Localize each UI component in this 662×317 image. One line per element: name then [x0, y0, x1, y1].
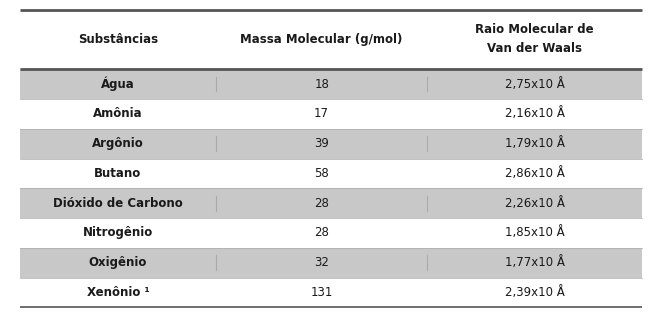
Text: Butano: Butano: [94, 167, 142, 180]
Text: Amônia: Amônia: [93, 107, 143, 120]
Bar: [20, 129, 642, 158]
Text: Nitrogênio: Nitrogênio: [83, 226, 153, 240]
Text: 131: 131: [310, 286, 333, 299]
Text: 1,85x10 Å: 1,85x10 Å: [505, 226, 565, 240]
Text: 28: 28: [314, 226, 329, 240]
Text: 28: 28: [314, 197, 329, 210]
Bar: [20, 158, 642, 188]
Text: Oxigênio: Oxigênio: [89, 256, 147, 269]
Text: Massa Molecular (g/mol): Massa Molecular (g/mol): [240, 33, 403, 46]
Bar: [20, 188, 642, 218]
Bar: [20, 278, 642, 307]
Text: 32: 32: [314, 256, 329, 269]
Text: 1,77x10 Å: 1,77x10 Å: [505, 256, 565, 269]
Bar: [20, 69, 642, 99]
Text: 39: 39: [314, 137, 329, 150]
Text: 2,16x10 Å: 2,16x10 Å: [505, 107, 565, 120]
Text: 2,26x10 Å: 2,26x10 Å: [505, 197, 565, 210]
Text: Xenônio ¹: Xenônio ¹: [87, 286, 149, 299]
Text: Dióxido de Carbono: Dióxido de Carbono: [53, 197, 183, 210]
Text: Água: Água: [101, 77, 135, 91]
Bar: [20, 99, 642, 129]
Text: 2,75x10 Å: 2,75x10 Å: [505, 77, 565, 91]
Bar: [20, 218, 642, 248]
Text: 2,86x10 Å: 2,86x10 Å: [505, 167, 565, 180]
Bar: [20, 10, 642, 69]
Text: 58: 58: [314, 167, 329, 180]
Bar: [20, 248, 642, 278]
Text: 17: 17: [314, 107, 329, 120]
Text: Substâncias: Substâncias: [78, 33, 158, 46]
Text: 1,79x10 Å: 1,79x10 Å: [505, 137, 565, 150]
Text: Argônio: Argônio: [92, 137, 144, 150]
Text: 18: 18: [314, 77, 329, 91]
Text: 2,39x10 Å: 2,39x10 Å: [505, 286, 565, 299]
Text: Raio Molecular de
Van der Waals: Raio Molecular de Van der Waals: [475, 23, 594, 55]
